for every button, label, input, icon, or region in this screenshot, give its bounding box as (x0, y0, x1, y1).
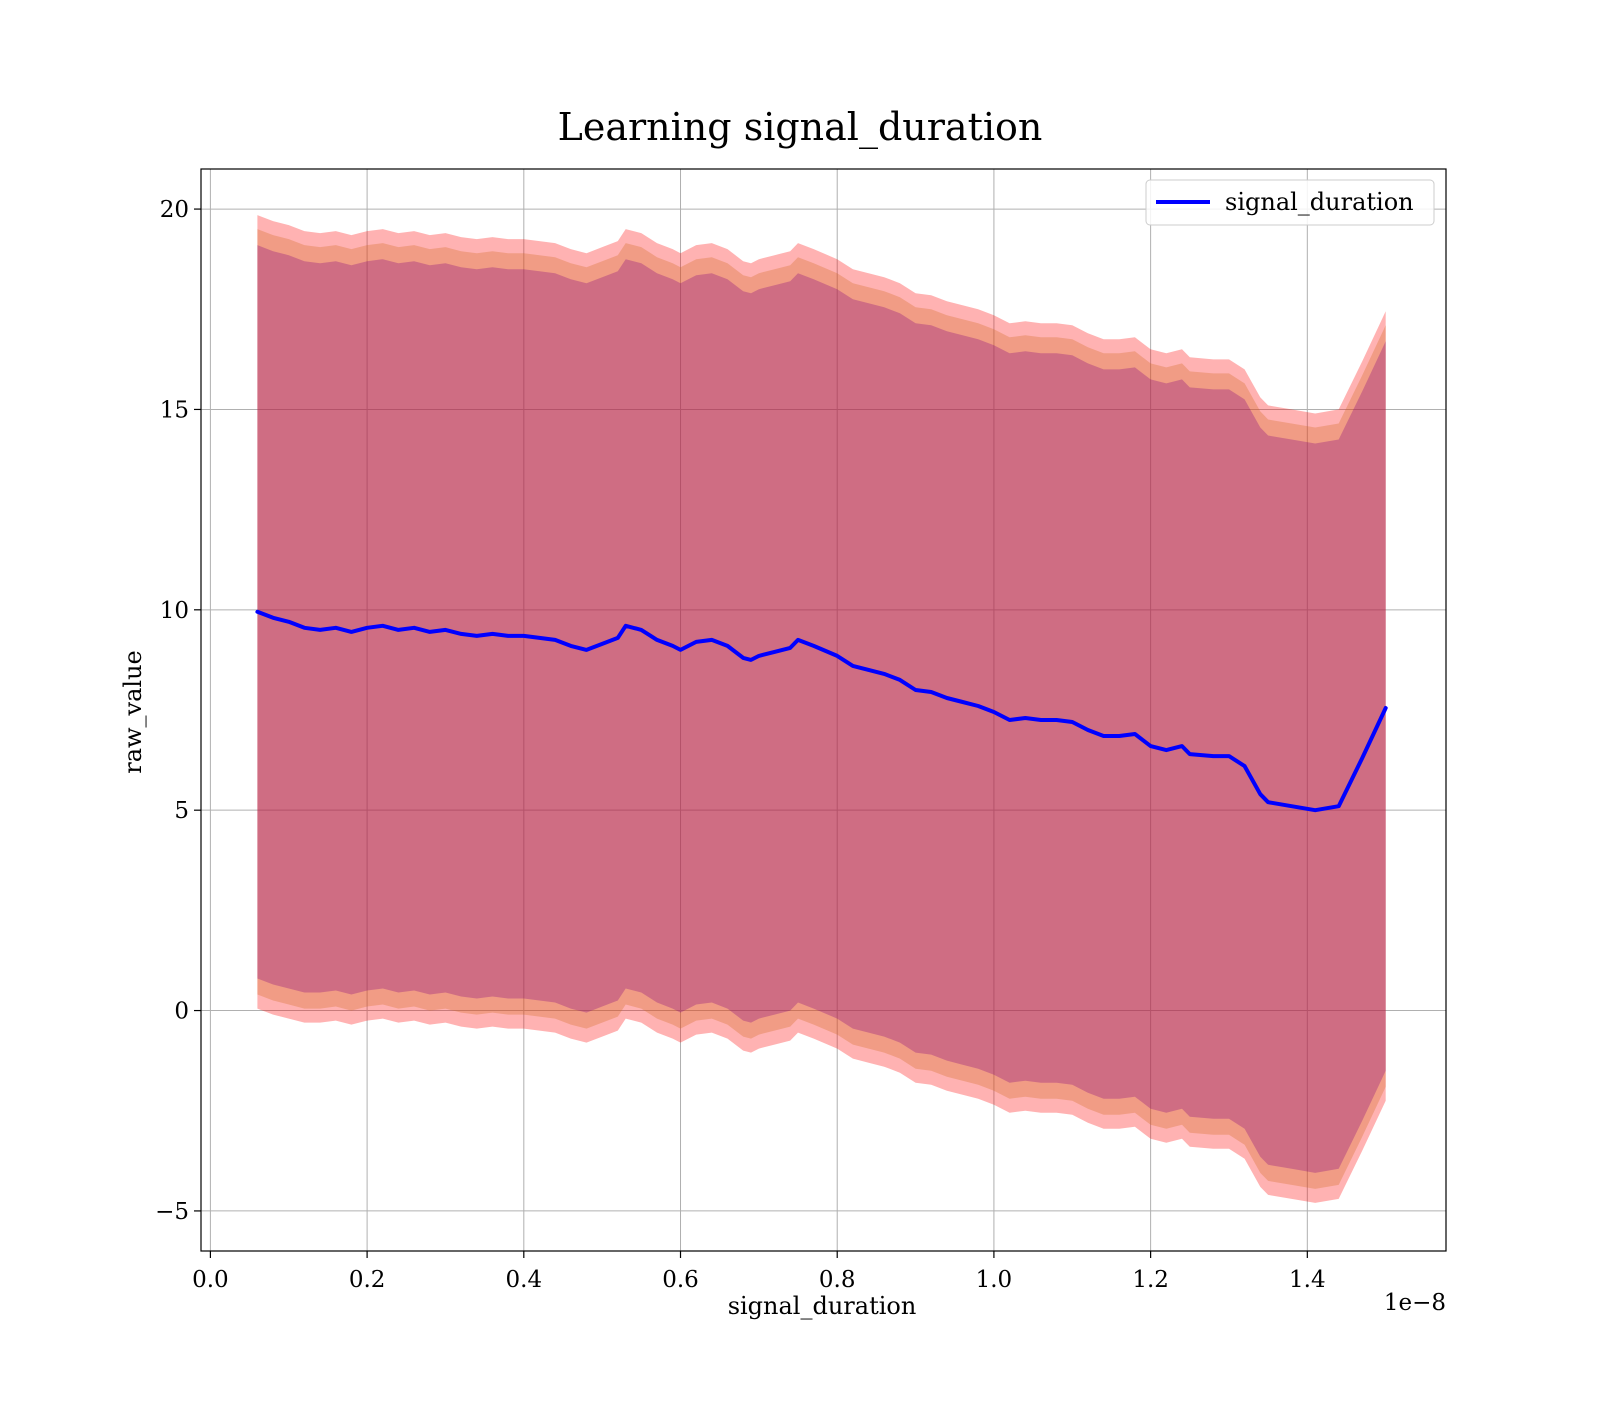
y-tick-label: 20 (160, 197, 189, 223)
chart-title: Learning signal_duration (558, 105, 1043, 150)
plot-frame (200, 168, 1447, 1252)
x-axis-ticks: 0.0 0.2 0.4 0.6 0.8 1.0 1.2 1.4 (192, 1251, 1326, 1293)
grid (201, 169, 1446, 1251)
series-line (255, 609, 1388, 813)
legend-box (1145, 179, 1435, 226)
x-tick-label: 1.2 (1132, 1267, 1169, 1293)
y-tick-label: −5 (155, 1199, 189, 1225)
band-inner (257, 245, 1386, 1173)
x-tick-label: 1.4 (1289, 1267, 1326, 1293)
mean-line-group (255, 609, 1388, 813)
y-tick-label: 0 (174, 999, 189, 1025)
x-tick-label: 0.0 (192, 1267, 229, 1293)
x-tick-label: 0.2 (349, 1267, 386, 1293)
band-middle (257, 229, 1386, 1189)
x-axis-offset-label: 1e−8 (1384, 1290, 1446, 1316)
confidence-bands (257, 215, 1386, 1203)
legend-label: signal_duration (1225, 188, 1414, 216)
legend: signal_duration (1145, 179, 1435, 226)
x-tick-label: 0.8 (819, 1267, 856, 1293)
y-tick-label: 15 (160, 397, 189, 423)
y-axis-ticks: −5 0 5 10 15 20 (155, 197, 201, 1225)
x-tick-label: 1.0 (976, 1267, 1013, 1293)
y-tick-label: 10 (160, 598, 189, 624)
x-tick-label: 0.6 (662, 1267, 699, 1293)
band-outer (257, 215, 1386, 1203)
x-axis-label: signal_duration (728, 1292, 917, 1320)
x-tick-label: 0.4 (506, 1267, 543, 1293)
y-tick-label: 5 (174, 798, 189, 824)
y-axis-label: raw_value (119, 650, 147, 774)
